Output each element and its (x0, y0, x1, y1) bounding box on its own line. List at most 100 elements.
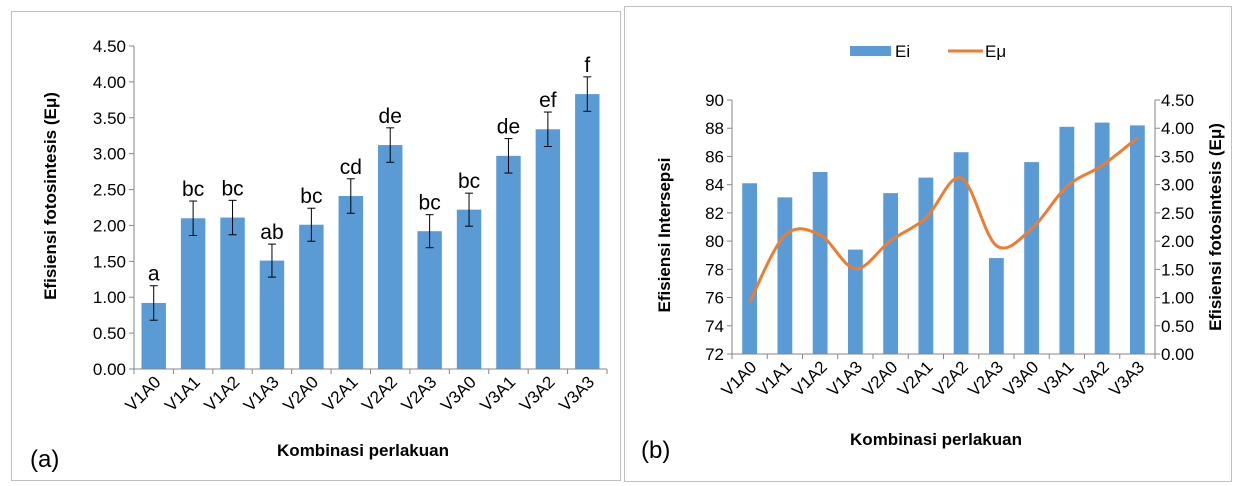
y-tick-label: 3.00 (93, 145, 126, 164)
bar-ei-v1a1 (777, 197, 793, 354)
y-left-tick-label: 82 (705, 204, 724, 223)
y-left-tick-label: 80 (705, 232, 724, 251)
y-left-tick-label: 78 (705, 260, 724, 279)
significance-label-v1a3: ab (260, 221, 283, 244)
y-tick-label: 1.00 (93, 288, 126, 307)
y-tick-label: 4.00 (93, 73, 126, 92)
significance-label-v2a1: cd (340, 156, 362, 179)
x-tick-label: V1A3 (240, 372, 283, 415)
significance-label-v2a3: bc (419, 192, 441, 215)
bar-ei-v1a0 (742, 183, 758, 354)
significance-label-v1a0: a (148, 263, 160, 286)
x-tick-label: V1A3 (823, 357, 866, 400)
x-tick-label: V2A1 (319, 372, 362, 415)
bar-ei-v3a0 (1024, 162, 1040, 354)
y-axis-right-title: Efisiensi fotosintesis (Eμ) (1206, 123, 1225, 331)
bar-ei-v3a1 (1059, 126, 1075, 354)
legend-swatch-ei (850, 46, 891, 56)
significance-label-v3a2: ef (539, 89, 557, 112)
x-axis-title: Kombinasi perlakuan (850, 430, 1022, 449)
bar-v3a3 (575, 94, 600, 369)
x-tick-label: V3A3 (1105, 357, 1148, 400)
bar-v2a0 (299, 224, 324, 369)
x-tick-label: V2A2 (929, 357, 972, 400)
x-tick-label: V1A0 (718, 357, 761, 400)
y-tick-label: 4.50 (93, 37, 126, 56)
y-axis-left-title: Efisiensi Intersepsi (655, 158, 674, 313)
y-tick-label: 3.50 (93, 109, 126, 128)
y-left-tick-label: 84 (705, 176, 724, 195)
y-right-tick-label: 1.50 (1161, 260, 1194, 279)
y-left-tick-label: 88 (705, 119, 724, 138)
x-tick-label: V3A0 (437, 372, 480, 415)
x-tick-label: V2A1 (894, 357, 937, 400)
bar-v1a2 (220, 217, 245, 369)
significance-label-v3a3: f (584, 54, 590, 77)
significance-label-v1a1: bc (182, 178, 204, 201)
y-tick-label: 1.50 (93, 252, 126, 271)
panel-label: (b) (641, 437, 670, 464)
bar-v2a3 (417, 231, 442, 369)
y-tick-label: 2.00 (93, 216, 126, 235)
y-left-tick-label: 90 (705, 91, 724, 110)
combo-chart-interception-photosynthesis: 72 74 76 78 80 82 84 86 88 90 0.00 0.50 1.00 1.50 2.0… (641, 42, 1225, 464)
y-tick-label: 0.50 (93, 324, 126, 343)
y-left-tick-label: 74 (705, 317, 724, 336)
x-tick-label: V1A1 (753, 357, 796, 400)
y-right-tick-label: 0.00 (1161, 345, 1194, 364)
legend-label-ei: Ei (895, 42, 910, 61)
x-tick-label: V2A3 (964, 357, 1007, 400)
y-right-tick-label: 3.00 (1161, 176, 1194, 195)
x-tick-label: V1A2 (201, 372, 244, 415)
x-tick-label: V3A3 (555, 372, 598, 415)
x-tick-label: V1A1 (161, 372, 204, 415)
x-tick-label: V2A3 (398, 372, 441, 415)
y-right-tick-label: 2.00 (1161, 232, 1194, 251)
bar-v1a3 (259, 260, 285, 369)
bar-ei-v2a3 (988, 258, 1004, 354)
significance-label-v3a0: bc (458, 170, 480, 193)
bar-ei-v1a3 (847, 249, 863, 354)
x-tick-label: V3A1 (1035, 357, 1078, 400)
bar-ei-v2a0 (883, 193, 899, 354)
bar-v3a0 (456, 209, 482, 369)
chart-panel-a: a bc bc ab bc cd de bc bc de ef f 0.00 0.50 1.00 1.50 2… (11, 11, 621, 481)
y-left-tick-label: 76 (705, 289, 724, 308)
y-right-tick-label: 2.50 (1161, 204, 1194, 223)
panel-label: (a) (30, 446, 59, 473)
x-tick-label: V1A0 (122, 372, 165, 415)
y-right-tick-label: 4.00 (1161, 119, 1194, 138)
bar-v3a2 (535, 129, 561, 369)
x-tick-label: V2A0 (279, 372, 322, 415)
significance-label-v1a2: bc (221, 177, 243, 200)
y-right-tick-label: 3.50 (1161, 147, 1194, 166)
x-tick-label: V3A2 (1070, 357, 1113, 400)
bar-v3a1 (496, 155, 521, 369)
x-axis-title: Kombinasi perlakuan (277, 441, 449, 460)
y-left-tick-label: 72 (705, 345, 724, 364)
y-axis-title: Efisiensi fotosintesis (Eμ) (41, 92, 60, 300)
y-right-tick-label: 1.00 (1161, 289, 1194, 308)
bar-ei-v3a2 (1094, 122, 1110, 354)
y-tick-label: 2.50 (93, 181, 126, 200)
x-tick-label: V3A2 (516, 372, 559, 415)
legend-label-emu: Eμ (985, 42, 1006, 61)
y-right-tick-label: 4.50 (1161, 91, 1194, 110)
y-right-tick-label: 0.50 (1161, 317, 1194, 336)
bar-ei-v2a2 (953, 152, 969, 354)
y-left-tick-label: 86 (705, 147, 724, 166)
x-tick-label: V1A2 (788, 357, 831, 400)
legend: Ei Eμ (850, 42, 1006, 61)
x-tick-label: V2A0 (859, 357, 902, 400)
significance-label-v3a1: de (497, 116, 520, 139)
bar-v1a1 (180, 218, 206, 369)
series-line-emu (748, 136, 1139, 303)
x-tick-label: V2A2 (358, 372, 401, 415)
chart-panel-b: 72 74 76 78 80 82 84 86 88 90 0.00 0.50 1.00 1.50 2.0… (624, 6, 1232, 482)
bar-ei-v1a2 (812, 171, 828, 354)
x-tick-label: V3A0 (1000, 357, 1043, 400)
bar-v2a2 (377, 145, 403, 369)
bar-v2a1 (338, 196, 364, 369)
bar-ei-v2a1 (918, 177, 934, 354)
